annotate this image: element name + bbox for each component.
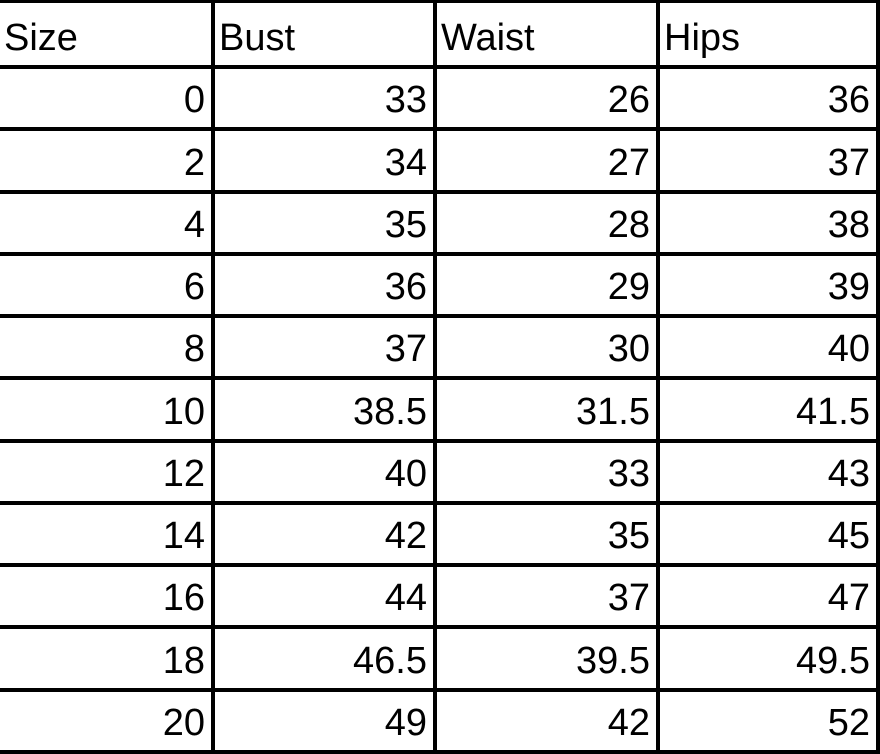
table-cell: 40 [660, 318, 880, 381]
header-cell: Hips [660, 3, 880, 69]
table-cell: 39.5 [437, 629, 660, 692]
table-cell: 46.5 [215, 629, 437, 692]
table-cell: 40 [215, 442, 437, 505]
table-cell: 49 [215, 691, 437, 754]
table-cell: 35 [437, 504, 660, 568]
header-cell: Bust [215, 3, 437, 69]
table-cell: 36 [215, 255, 437, 319]
table-cell: 33 [215, 69, 437, 132]
table-cell: 38.5 [215, 380, 437, 443]
table-cell: 29 [437, 255, 660, 319]
table-cell: 38 [660, 193, 880, 256]
table-cell: 0 [0, 69, 215, 132]
table-cell: 42 [437, 691, 660, 754]
table-cell: 37 [660, 131, 880, 194]
table-cell: 52 [660, 691, 880, 754]
table-cell: 18 [0, 629, 215, 692]
table-cell: 45 [660, 504, 880, 568]
table-cell: 44 [215, 567, 437, 630]
table-cell: 42 [215, 504, 437, 568]
table-cell: 2 [0, 131, 215, 194]
table-cell: 30 [437, 318, 660, 381]
table-cell: 31.5 [437, 380, 660, 443]
table-cell: 28 [437, 193, 660, 256]
table-cell: 47 [660, 567, 880, 630]
table-cell: 6 [0, 255, 215, 319]
table-cell: 43 [660, 442, 880, 505]
table-cell: 49.5 [660, 629, 880, 692]
table-cell: 26 [437, 69, 660, 132]
table-cell: 14 [0, 504, 215, 568]
table-cell: 34 [215, 131, 437, 194]
table-cell: 20 [0, 691, 215, 754]
table-cell: 36 [660, 69, 880, 132]
table-cell: 10 [0, 380, 215, 443]
table-cell: 41.5 [660, 380, 880, 443]
table-cell: 12 [0, 442, 215, 505]
header-cell: Size [0, 3, 215, 69]
table-cell: 27 [437, 131, 660, 194]
table-cell: 37 [215, 318, 437, 381]
table-cell: 8 [0, 318, 215, 381]
table-cell: 35 [215, 193, 437, 256]
table-cell: 39 [660, 255, 880, 319]
table-cell: 33 [437, 442, 660, 505]
table-cell: 37 [437, 567, 660, 630]
table-cell: 4 [0, 193, 215, 256]
table-cell: 16 [0, 567, 215, 630]
header-cell: Waist [437, 3, 660, 69]
